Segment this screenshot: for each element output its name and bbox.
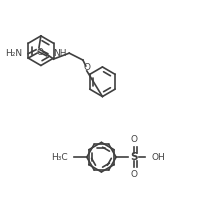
Text: O: O <box>130 135 137 144</box>
Text: H₃C: H₃C <box>51 153 67 162</box>
Text: O: O <box>83 63 90 72</box>
Text: O: O <box>36 48 44 57</box>
Text: H₂N: H₂N <box>5 49 22 58</box>
Text: O: O <box>130 170 137 179</box>
Text: NH: NH <box>54 49 67 58</box>
Text: OH: OH <box>151 153 165 162</box>
Text: S: S <box>130 152 137 162</box>
